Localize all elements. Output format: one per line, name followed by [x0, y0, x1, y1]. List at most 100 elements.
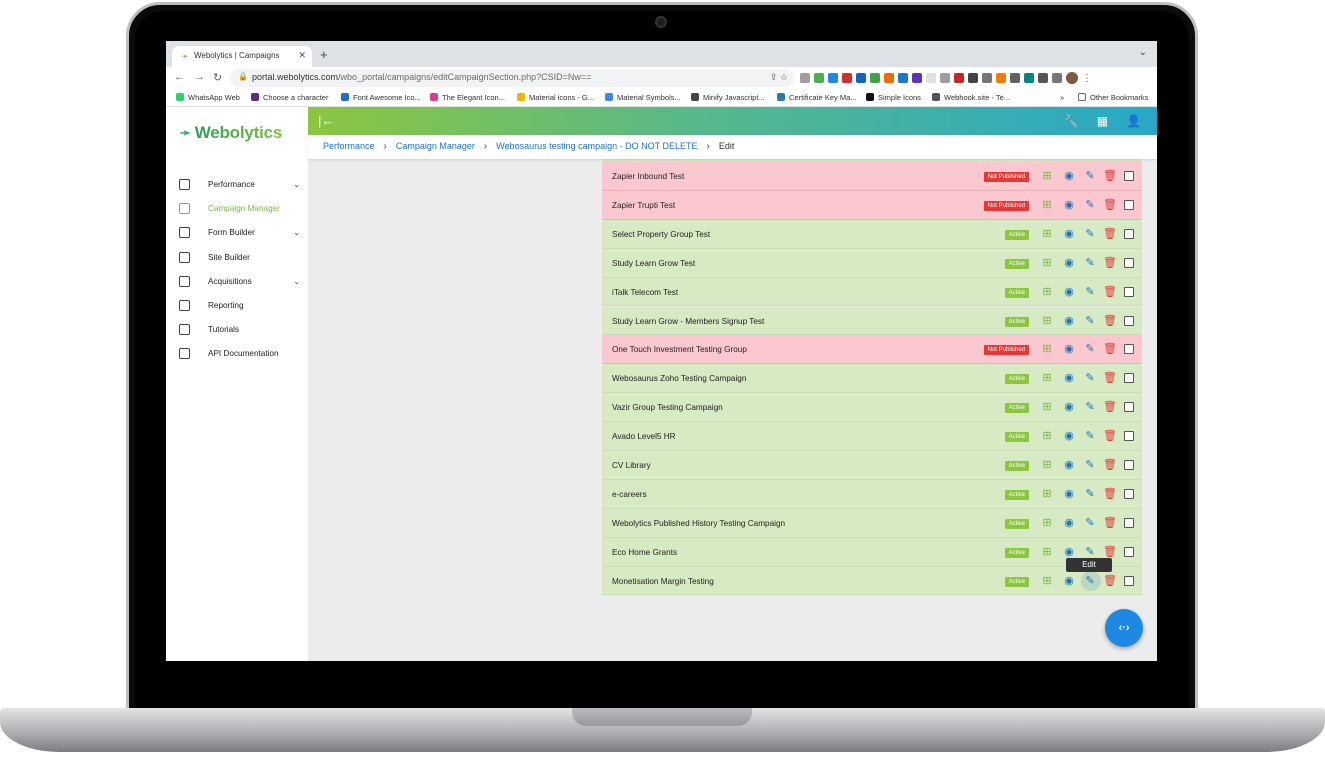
duplicate-icon[interactable]: ⊞ — [1042, 372, 1052, 385]
trash-icon[interactable]: 🗑 — [1103, 516, 1117, 529]
eye-icon[interactable]: ◉ — [1064, 256, 1074, 269]
duplicate-icon[interactable]: ⊞ — [1042, 343, 1052, 356]
eye-icon[interactable]: ◉ — [1064, 574, 1074, 587]
extension-icon[interactable] — [842, 73, 852, 83]
code-arrows-icon[interactable]: ‹·› — [1105, 609, 1143, 647]
sidebar-item-tutorials[interactable]: Tutorials — [166, 320, 308, 344]
extension-icon[interactable] — [940, 73, 950, 83]
close-icon[interactable]: ✕ — [298, 50, 306, 60]
trash-icon[interactable]: 🗑 — [1103, 170, 1117, 182]
pencil-icon[interactable]: ✎ — [1085, 516, 1095, 529]
pencil-icon[interactable]: ✎ — [1085, 430, 1095, 443]
bookmark-item[interactable]: The Elegant Icon... — [430, 93, 505, 102]
eye-icon[interactable]: ◉ — [1064, 227, 1074, 240]
pencil-icon[interactable]: ✎ — [1085, 314, 1095, 327]
eye-icon[interactable]: ◉ — [1064, 459, 1074, 471]
eye-icon[interactable]: ◉ — [1064, 516, 1074, 529]
sidebar-item-api-documentation[interactable]: API Documentation — [166, 344, 308, 368]
bookmark-item[interactable]: Certificate Key Ma... — [777, 93, 857, 102]
browser-tab[interactable]: ➛ Webolytics | Campaigns ✕ — [172, 46, 312, 67]
row-checkbox[interactable] — [1124, 171, 1134, 181]
breadcrumb-campaign-manager[interactable]: Campaign Manager — [395, 141, 475, 151]
pencil-icon[interactable]: ✎ — [1085, 343, 1095, 356]
bookmark-item[interactable]: Simple Icons — [866, 93, 921, 102]
row-checkbox[interactable] — [1124, 344, 1134, 355]
trash-icon[interactable]: 🗑 — [1103, 227, 1117, 240]
extension-icon[interactable] — [996, 73, 1006, 83]
row-checkbox[interactable] — [1124, 402, 1134, 413]
duplicate-icon[interactable]: ⊞ — [1042, 401, 1052, 414]
eye-icon[interactable]: ◉ — [1064, 545, 1074, 558]
sidepanel-icon[interactable] — [1052, 73, 1062, 83]
duplicate-icon[interactable]: ⊞ — [1042, 285, 1052, 298]
menu-icon[interactable]: ⋮ — [1082, 72, 1092, 84]
pencil-icon[interactable]: ✎ — [1085, 285, 1095, 298]
pencil-icon[interactable]: ✎ — [1085, 574, 1095, 587]
pencil-icon[interactable]: ✎ — [1085, 227, 1095, 240]
row-checkbox[interactable] — [1124, 199, 1134, 210]
eye-icon[interactable]: ◉ — [1064, 430, 1074, 443]
grid-icon[interactable]: ▦ — [1096, 114, 1109, 128]
row-checkbox[interactable] — [1124, 373, 1134, 384]
bookmark-item[interactable]: Choose a character — [251, 93, 328, 102]
trash-icon[interactable]: 🗑 — [1103, 372, 1117, 385]
row-checkbox[interactable] — [1124, 286, 1134, 297]
duplicate-icon[interactable]: ⊞ — [1042, 459, 1052, 471]
pencil-icon[interactable]: ✎ — [1085, 256, 1095, 269]
row-checkbox[interactable] — [1124, 460, 1134, 470]
pencil-icon[interactable]: ✎ — [1085, 487, 1095, 500]
chevron-down-icon[interactable]: ⌄ — [1138, 47, 1147, 58]
eye-icon[interactable]: ◉ — [1064, 198, 1074, 211]
bookmark-item[interactable]: Minify Javascript... — [691, 93, 765, 102]
duplicate-icon[interactable]: ⊞ — [1042, 430, 1052, 443]
extension-icon[interactable] — [884, 73, 894, 83]
sidebar-item-site-builder[interactable]: Site Builder — [166, 248, 308, 272]
row-checkbox[interactable] — [1124, 228, 1134, 239]
eye-icon[interactable]: ◉ — [1064, 314, 1074, 327]
extension-icon[interactable] — [800, 73, 810, 83]
duplicate-icon[interactable]: ⊞ — [1042, 545, 1052, 558]
extension-icon[interactable] — [856, 73, 866, 83]
pencil-icon[interactable]: ✎ — [1085, 170, 1095, 182]
trash-icon[interactable]: 🗑 — [1103, 574, 1117, 587]
trash-icon[interactable]: 🗑 — [1103, 314, 1117, 327]
bookmarks-overflow[interactable]: » — [1060, 93, 1065, 102]
row-checkbox[interactable] — [1124, 546, 1134, 557]
pencil-icon[interactable]: ✎ — [1085, 372, 1095, 385]
reload-icon[interactable]: ↻ — [213, 72, 223, 84]
bookmark-item[interactable]: Webhook.site - Te... — [932, 93, 1010, 102]
eye-icon[interactable]: ◉ — [1064, 372, 1074, 385]
pencil-icon[interactable]: ✎ — [1085, 198, 1095, 211]
extension-icon[interactable] — [828, 73, 838, 83]
avatar[interactable] — [1066, 72, 1078, 84]
bookmark-star-icon[interactable]: ⇪ ☆ — [769, 72, 788, 82]
duplicate-icon[interactable]: ⊞ — [1042, 314, 1052, 327]
collapse-sidebar-icon[interactable]: |← — [318, 113, 335, 128]
extension-icon[interactable] — [926, 73, 936, 83]
extension-icon[interactable] — [954, 73, 964, 83]
row-checkbox[interactable] — [1124, 431, 1134, 442]
trash-icon[interactable]: 🗑 — [1103, 285, 1117, 298]
eye-icon[interactable]: ◉ — [1064, 487, 1074, 500]
duplicate-icon[interactable]: ⊞ — [1042, 256, 1052, 269]
extension-icon[interactable] — [898, 73, 908, 83]
extension-icon[interactable] — [814, 73, 824, 83]
trash-icon[interactable]: 🗑 — [1103, 256, 1117, 269]
forward-icon[interactable]: → — [194, 71, 205, 83]
pencil-icon[interactable]: ✎ — [1085, 545, 1095, 558]
row-checkbox[interactable] — [1124, 575, 1134, 586]
other-bookmarks[interactable]: Other Bookmarks — [1078, 93, 1148, 102]
row-checkbox[interactable] — [1124, 517, 1134, 528]
bookmark-item[interactable]: WhatsApp Web — [176, 93, 240, 102]
bookmark-item[interactable]: Font Awesome Ico... — [341, 93, 421, 102]
logo[interactable]: ➛ Webolytics — [180, 123, 282, 143]
eye-icon[interactable]: ◉ — [1064, 170, 1074, 182]
new-tab-button[interactable]: + — [320, 47, 328, 62]
duplicate-icon[interactable]: ⊞ — [1042, 227, 1052, 240]
duplicate-icon[interactable]: ⊞ — [1042, 516, 1052, 529]
breadcrumb-performance[interactable]: Performance — [323, 141, 375, 151]
sidebar-item-acquisitions[interactable]: Acquisitions ⌄ — [166, 272, 308, 296]
trash-icon[interactable]: 🗑 — [1103, 545, 1117, 558]
eye-icon[interactable]: ◉ — [1064, 285, 1074, 298]
breadcrumb-campaign[interactable]: Webosaurus testing campaign - DO NOT DEL… — [496, 141, 698, 151]
